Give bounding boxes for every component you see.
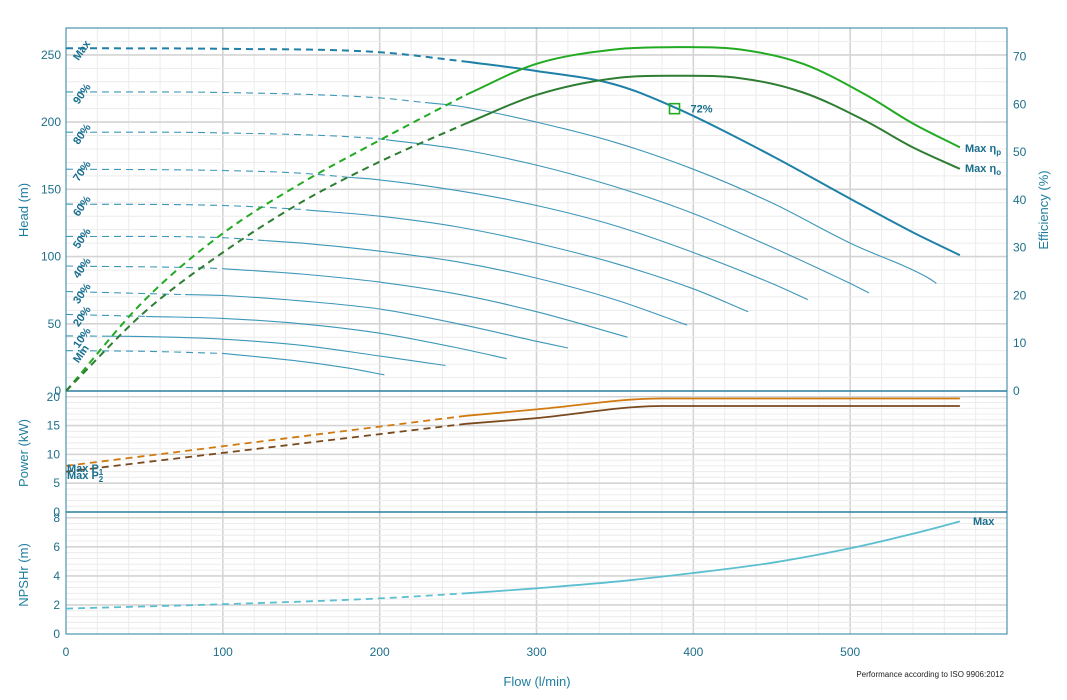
speed-label: 40%: [71, 256, 94, 281]
head-curve-dashed: [65, 350, 223, 354]
head-tick-label: 200: [41, 115, 61, 129]
frame-layer: [65, 27, 1008, 635]
efficiency-curve-solid: [465, 74, 961, 170]
power-curve-solid: [465, 405, 960, 425]
max-p2-label: Max P2: [67, 470, 104, 484]
head-curve-solid: [265, 240, 688, 326]
head-curve-solid: [305, 209, 749, 313]
head-curve-dashed: [65, 235, 266, 242]
head-curve-solid: [385, 139, 870, 294]
power-tick-label: 20: [47, 390, 61, 404]
power-tick-label: 15: [47, 419, 61, 433]
head-curve-solid: [105, 335, 446, 367]
max-eta-p-label: Max ηp: [965, 143, 1001, 157]
power-curve-dashed: [65, 414, 467, 467]
head-curve-solid: [345, 176, 809, 301]
series-layer: 72%: [65, 46, 961, 610]
npsh-curve-dashed: [65, 592, 466, 610]
npsh-tick-label: 4: [53, 569, 60, 583]
npsh-tick-label: 6: [53, 540, 60, 554]
speed-label: 90%: [71, 81, 94, 106]
power-curve-solid: [465, 397, 960, 417]
power-tick-label: 5: [53, 476, 60, 490]
x-tick-label: 400: [683, 645, 703, 659]
efficiency-tick-label: 10: [1013, 336, 1027, 350]
tick-layer: 0 100 200 300 400 500050100150200250010203040…: [41, 38, 1027, 659]
efficiency-tick-label: 30: [1013, 241, 1027, 255]
efficiency-tick-label: 0: [1013, 384, 1020, 398]
speed-label: 30%: [71, 281, 94, 306]
x-axis-title: Flow (l/min): [503, 674, 570, 689]
head-tick-label: 100: [41, 250, 61, 264]
x-tick-label: 200: [370, 645, 390, 659]
efficiency-tick-label: 20: [1013, 288, 1027, 302]
x-tick-label: 100: [213, 645, 233, 659]
x-tick-label: 300: [526, 645, 546, 659]
efficiency-curve-dashed: [65, 122, 467, 392]
head-curve-solid: [222, 352, 385, 376]
npsh-tick-label: 0: [53, 627, 60, 641]
iso-footnote: Performance according to ISO 9906:2012: [856, 670, 1004, 679]
npsh-curve-solid: [465, 520, 961, 595]
max-eta-o-label: Max ηo: [965, 163, 1001, 177]
best-efficiency-label: 72%: [691, 104, 713, 116]
x-tick-label: 0: [63, 645, 70, 659]
head-curve-dashed: [65, 203, 307, 211]
npsh-axis-title: NPSHr (m): [16, 543, 31, 607]
npsh-tick-label: 2: [53, 598, 60, 612]
speed-label: 80%: [71, 122, 94, 147]
efficiency-curve-dashed: [65, 94, 467, 392]
head-curve-solid: [185, 294, 569, 349]
head-tick-label: 150: [41, 182, 61, 196]
head-tick-label: 0: [54, 384, 61, 398]
head-curve-dashed: [65, 313, 147, 317]
head-tick-label: 50: [48, 317, 62, 331]
speed-label: 60%: [71, 194, 94, 219]
x-tick-label: 500: [840, 645, 860, 659]
efficiency-axis-title: Efficiency (%): [1036, 170, 1051, 249]
speed-label: 20%: [71, 304, 94, 329]
efficiency-tick-label: 60: [1013, 97, 1027, 111]
head-curve-dashed: [65, 290, 186, 296]
power-curve-dashed: [65, 422, 467, 473]
grid-layer: [66, 27, 1007, 634]
head-curve-dashed: [65, 265, 227, 270]
best-efficiency-marker: [668, 102, 681, 115]
power-tick-label: 10: [47, 447, 61, 461]
head-axis-title: Head (m): [16, 183, 31, 237]
efficiency-tick-label: 40: [1013, 193, 1027, 207]
head-curve-solid: [465, 60, 961, 257]
efficiency-curve-solid: [465, 46, 961, 149]
head-curve-dashed: [65, 91, 426, 104]
head-curve-dashed: [65, 131, 386, 141]
power-axis-title: Power (kW): [16, 419, 31, 487]
efficiency-tick-label: 50: [1013, 145, 1027, 159]
head-tick-label: 250: [41, 48, 61, 62]
head-curve-dashed: [65, 47, 467, 63]
head-curve-solid: [225, 268, 628, 338]
plot-frame: [65, 27, 1008, 635]
power-tick-label: 0: [53, 505, 60, 519]
head-curve-dashed: [65, 168, 346, 178]
npsh-tick-label: 8: [53, 511, 60, 525]
head-curve-solid: [145, 315, 507, 360]
npsh-max-label: Max: [973, 516, 995, 528]
max-p1-label: Max P1: [67, 463, 104, 477]
efficiency-tick-label: 70: [1013, 50, 1027, 64]
